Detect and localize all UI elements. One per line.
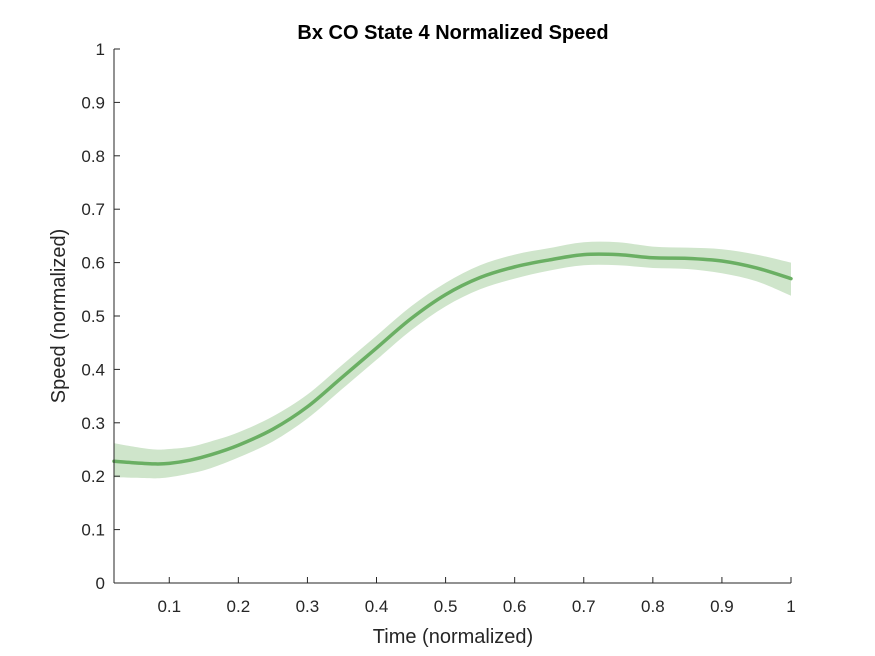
y-tick-label: 0.9: [81, 93, 105, 112]
y-axis-title: Speed (normalized): [48, 229, 70, 404]
x-tick-label: 0.9: [710, 597, 734, 616]
y-tick-label: 0.3: [81, 414, 105, 433]
y-ticks: 0 0.1 0.2 0.3 0.4 0.5 0.6 0.7 0.8 0.9 1: [81, 40, 120, 593]
y-tick-label: 0.2: [81, 467, 105, 486]
x-tick-label: 0.6: [503, 597, 527, 616]
x-ticks: 0.1 0.2 0.3 0.4 0.5 0.6 0.7 0.8 0.9 1: [157, 577, 796, 616]
chart-title: Bx CO State 4 Normalized Speed: [297, 22, 608, 44]
x-tick-label: 0.7: [572, 597, 596, 616]
x-tick-label: 0.4: [365, 597, 389, 616]
y-tick-label: 0: [96, 574, 105, 593]
y-tick-label: 1: [96, 40, 105, 59]
y-tick-label: 0.8: [81, 147, 105, 166]
y-tick-label: 0.1: [81, 521, 105, 540]
y-tick-label: 0.6: [81, 254, 105, 273]
mean-speed-line: [112, 252, 793, 466]
x-tick-label: 0.8: [641, 597, 665, 616]
x-tick-label: 0.3: [296, 597, 320, 616]
confidence-band: [114, 241, 791, 479]
x-tick-label: 1: [786, 597, 795, 616]
plot-area: [112, 241, 793, 479]
y-tick-label: 0.7: [81, 200, 105, 219]
y-tick-label: 0.5: [81, 307, 105, 326]
x-axis-title: Time (normalized): [373, 626, 533, 648]
x-tick-label: 0.5: [434, 597, 458, 616]
x-tick-label: 0.1: [157, 597, 181, 616]
y-tick-label: 0.4: [81, 360, 105, 379]
x-tick-label: 0.2: [227, 597, 251, 616]
